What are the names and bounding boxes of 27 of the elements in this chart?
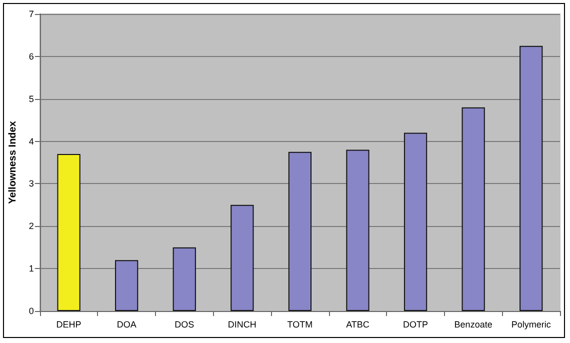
bar xyxy=(462,107,485,311)
y-tick-label: 5 xyxy=(28,94,34,104)
bar xyxy=(404,132,428,311)
y-tick-label: 6 xyxy=(28,51,34,62)
bar xyxy=(346,150,370,311)
y-axis-title: Yellowness Index xyxy=(8,120,18,204)
x-tick-label: Polymeric xyxy=(511,320,552,330)
y-tick-label: 3 xyxy=(28,178,34,189)
x-tick-label: DOA xyxy=(116,320,136,330)
y-tick-label: 4 xyxy=(28,136,34,146)
x-tick-label: DOTP xyxy=(403,320,428,330)
bar xyxy=(230,204,254,311)
x-tick-label: Benzoate xyxy=(454,320,492,330)
bar xyxy=(57,154,80,311)
x-tick-label: DOS xyxy=(174,320,194,330)
bar xyxy=(115,260,138,311)
y-tick-label: 1 xyxy=(28,264,34,274)
y-tick-label: 7 xyxy=(28,9,34,19)
x-tick-label: ATBC xyxy=(346,320,370,330)
y-tick-label: 2 xyxy=(28,221,34,232)
bar xyxy=(172,247,196,311)
bar xyxy=(520,46,543,311)
bar xyxy=(288,152,312,311)
x-tick-label: TOTM xyxy=(287,320,313,330)
x-tick-label: DEHP xyxy=(56,320,82,330)
x-tick-label: DINCH xyxy=(228,320,256,330)
y-tick-label: 0 xyxy=(28,306,34,316)
